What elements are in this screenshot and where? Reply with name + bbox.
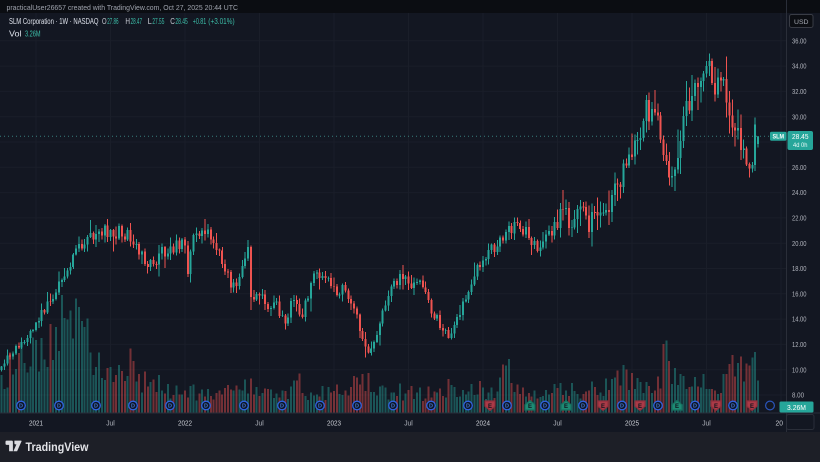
svg-text:SLM: SLM [773, 135, 785, 141]
svg-text:36.00: 36.00 [792, 38, 807, 45]
svg-text:D: D [280, 404, 284, 410]
svg-text:27.55: 27.55 [152, 17, 164, 26]
svg-text:16.00: 16.00 [792, 291, 807, 298]
svg-text:Jul: Jul [553, 418, 562, 427]
svg-text:D: D [131, 404, 135, 410]
svg-text:H: H [125, 17, 130, 26]
svg-text:22.00: 22.00 [792, 216, 807, 223]
svg-text:C: C [170, 17, 175, 26]
svg-text:Jul: Jul [106, 418, 115, 427]
svg-text:D: D [581, 404, 585, 410]
svg-text:Jul: Jul [255, 418, 264, 427]
svg-text:2025: 2025 [625, 418, 639, 427]
svg-text:3.26M: 3.26M [787, 403, 806, 412]
svg-text:30.00: 30.00 [792, 114, 807, 121]
svg-text:4d 0h: 4d 0h [793, 142, 808, 149]
svg-text:34.00: 34.00 [792, 64, 807, 71]
svg-text:26.00: 26.00 [792, 165, 807, 172]
svg-text:D: D [731, 404, 735, 410]
svg-text:+0.81: +0.81 [193, 17, 207, 26]
svg-text:E: E [714, 404, 718, 410]
svg-text:2024: 2024 [476, 418, 490, 427]
svg-text:18.00: 18.00 [792, 266, 807, 273]
svg-text:2023: 2023 [327, 418, 341, 427]
svg-text:D: D [19, 404, 23, 410]
svg-text:D: D [391, 404, 395, 410]
svg-text:D: D [429, 404, 433, 410]
svg-text:28.47: 28.47 [131, 17, 143, 26]
svg-text:E: E [528, 404, 532, 410]
svg-text:D: D [94, 404, 98, 410]
svg-text:E: E [750, 404, 754, 410]
svg-text:20: 20 [776, 418, 784, 427]
svg-text:O: O [102, 17, 107, 26]
svg-text:D: D [505, 404, 509, 410]
svg-text:L: L [148, 17, 152, 26]
svg-text:28.45: 28.45 [175, 17, 188, 26]
svg-text:(+3.01%): (+3.01%) [208, 17, 235, 26]
svg-text:E: E [564, 404, 568, 410]
svg-text:12.00: 12.00 [792, 342, 807, 349]
svg-text:TradingView: TradingView [26, 440, 90, 454]
svg-text:Vol: Vol [9, 30, 22, 39]
svg-text:2022: 2022 [178, 418, 192, 427]
svg-text:USD: USD [794, 19, 809, 26]
svg-text:28.45: 28.45 [792, 132, 809, 141]
svg-text:E: E [601, 404, 605, 410]
svg-text:Jul: Jul [404, 418, 413, 427]
svg-text:D: D [355, 404, 359, 410]
svg-text:3.26M: 3.26M [25, 30, 41, 39]
svg-text:D: D [204, 404, 208, 410]
svg-text:D: D [318, 404, 322, 410]
svg-text:24.00: 24.00 [792, 190, 807, 197]
svg-text:SLM Corporation · 1W · NASDAQ: SLM Corporation · 1W · NASDAQ [9, 17, 99, 26]
svg-text:D: D [242, 404, 246, 410]
svg-text:D: D [656, 404, 660, 410]
svg-text:20.00: 20.00 [792, 241, 807, 248]
svg-text:8.00: 8.00 [792, 393, 804, 400]
svg-text:D: D [466, 404, 470, 410]
svg-text:Jul: Jul [702, 418, 711, 427]
svg-text:D: D [620, 404, 624, 410]
svg-text:practicalUser26657 created wit: practicalUser26657 created with TradingV… [7, 3, 239, 12]
svg-text:D: D [57, 404, 61, 410]
svg-text:D: D [168, 404, 172, 410]
svg-text:D: D [543, 404, 547, 410]
svg-text:27.86: 27.86 [107, 17, 119, 26]
svg-text:32.00: 32.00 [792, 89, 807, 96]
svg-text:E: E [638, 404, 642, 410]
svg-text:14.00: 14.00 [792, 317, 807, 324]
svg-text:D: D [693, 404, 697, 410]
svg-text:E: E [488, 404, 492, 410]
svg-text:2021: 2021 [29, 418, 43, 427]
svg-text:10.00: 10.00 [792, 367, 807, 374]
svg-text:E: E [675, 404, 679, 410]
